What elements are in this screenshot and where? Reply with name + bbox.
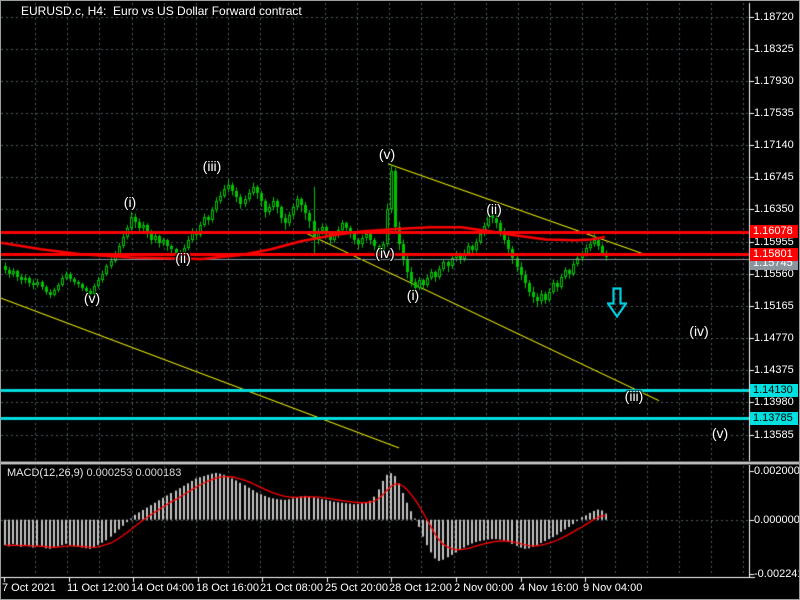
wave-count-label[interactable]: (iii): [624, 388, 644, 404]
wave-count-label[interactable]: (v): [711, 425, 729, 441]
time-axis-label: 2 Nov 00:00: [454, 582, 514, 594]
price-axis-label: 1.13980: [754, 396, 794, 409]
sell-arrow-icon[interactable]: [607, 287, 627, 318]
price-axis-label: 1.13585: [754, 428, 794, 441]
price-axis-label: 1.16350: [754, 203, 794, 216]
price-axis-label: 1.15560: [754, 267, 794, 280]
level-price-tag[interactable]: 1.13785: [750, 411, 798, 425]
macd-signal-value: 0.000183: [135, 467, 182, 479]
price-axis-label: 1.18720: [754, 10, 794, 23]
wave-count-label[interactable]: (v): [378, 146, 396, 162]
price-axis-label: 1.17535: [754, 106, 794, 119]
price-axis-label: 1.17930: [754, 74, 794, 87]
time-axis-label: 11 Oct 12:00: [67, 582, 130, 594]
level-price-tag[interactable]: 1.14130: [750, 383, 798, 397]
wave-count-label[interactable]: (ii): [175, 250, 191, 266]
wave-count-label[interactable]: (i): [123, 194, 137, 210]
time-axis-label: 25 Oct 20:00: [325, 582, 388, 594]
chart-title: EURUSD.c, H4: Euro vs US Dollar Forward …: [21, 4, 302, 18]
level-price-tag[interactable]: 1.15801: [750, 247, 798, 261]
price-axis-label: 1.16745: [754, 171, 794, 184]
macd-axis-label: 0.002000: [754, 465, 800, 478]
wave-count-label[interactable]: (iv): [689, 323, 709, 339]
price-axis[interactable]: [749, 1, 799, 577]
wave-count-label[interactable]: (iv): [375, 245, 395, 261]
price-axis-label: 1.15165: [754, 299, 794, 312]
price-axis-label: 1.14770: [754, 332, 794, 345]
wave-count-label[interactable]: (ii): [486, 201, 502, 217]
wave-count-label[interactable]: (v): [83, 290, 101, 306]
level-price-tag[interactable]: 1.16078: [750, 225, 798, 239]
price-axis-label: 1.18325: [754, 42, 794, 55]
time-axis-label: 18 Oct 16:00: [196, 582, 259, 594]
time-axis-label: 21 Oct 08:00: [260, 582, 323, 594]
time-axis-label: 9 Nov 04:00: [583, 582, 643, 594]
macd-axis-label: 0.000000: [754, 513, 800, 526]
macd-main-value: 0.000253: [86, 467, 133, 479]
wave-count-label[interactable]: (i): [406, 287, 420, 303]
time-axis-label: 14 Oct 04:00: [131, 582, 194, 594]
macd-name: MACD(12,26,9): [7, 467, 84, 479]
panel-divider[interactable]: [1, 461, 799, 465]
price-axis-label: 1.14375: [754, 364, 794, 377]
time-axis-label: 7 Oct 2021: [2, 582, 56, 594]
time-axis-label: 4 Nov 16:00: [519, 582, 579, 594]
macd-indicator-label: MACD(12,26,9) 0.000253 0.000183: [7, 467, 181, 479]
time-axis-label: 28 Oct 12:00: [389, 582, 452, 594]
wave-count-label[interactable]: (iii): [202, 158, 222, 174]
price-axis-label: 1.17140: [754, 139, 794, 152]
price-axis-label: 1.15955: [754, 235, 794, 248]
macd-axis-label: -0.002241: [754, 568, 800, 581]
